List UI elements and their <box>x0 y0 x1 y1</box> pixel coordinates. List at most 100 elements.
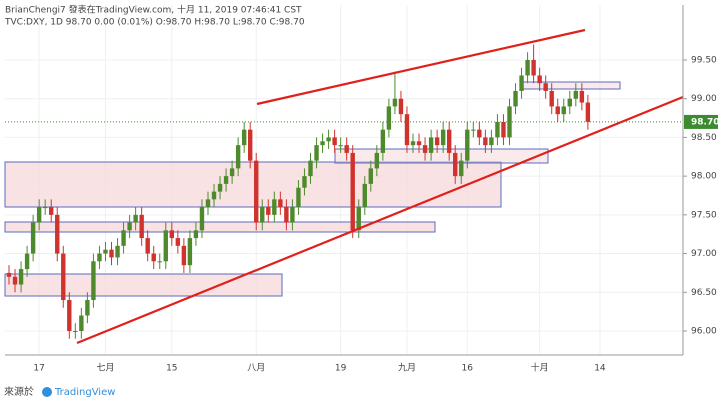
candle-body <box>67 300 72 331</box>
candle-body <box>362 183 367 208</box>
candle-body <box>356 207 361 231</box>
candle-body <box>404 114 410 146</box>
candle-body <box>422 145 428 153</box>
candle-body <box>139 214 144 239</box>
candle-body <box>229 168 235 177</box>
candle-body <box>217 183 223 192</box>
candle-body <box>290 207 295 223</box>
candle-body <box>410 141 416 146</box>
candle-body <box>585 102 591 122</box>
candle-body <box>187 238 193 266</box>
x-tick-label: 17 <box>33 364 44 374</box>
candle-body <box>344 145 349 153</box>
candle-body <box>489 137 494 146</box>
candle-body <box>79 315 84 331</box>
zone <box>519 81 621 90</box>
y-tick-label: 96.00 <box>691 326 717 336</box>
candle-body <box>308 160 313 177</box>
candle-body <box>91 261 96 301</box>
candle-body <box>465 129 470 161</box>
candle-body <box>133 214 138 223</box>
candle-body <box>260 207 265 223</box>
candle-body <box>30 222 36 254</box>
candle-body <box>392 98 398 107</box>
x-tick-label: 十月 <box>531 362 549 374</box>
candle-body <box>567 98 572 107</box>
candle-body <box>97 253 102 262</box>
trend-line <box>76 95 684 345</box>
candle-body <box>555 106 560 115</box>
candle-body <box>471 129 476 131</box>
candle-body <box>284 207 289 223</box>
candle-body <box>338 145 343 147</box>
candle-body <box>386 106 392 130</box>
candle-body <box>103 249 108 254</box>
candle-body <box>398 98 404 115</box>
x-tick-label: 15 <box>166 364 177 374</box>
candle-body <box>495 121 500 138</box>
candle-body <box>350 152 355 231</box>
candle-body <box>73 330 78 332</box>
candle-body <box>531 59 536 76</box>
candle-body <box>193 230 199 239</box>
candle-body <box>320 141 325 146</box>
candle-body <box>561 106 566 115</box>
candle-body <box>368 168 373 184</box>
candle-body <box>501 121 506 138</box>
candle-body <box>477 129 482 138</box>
x-tick-label: 七月 <box>96 363 114 374</box>
x-tick-label: 九月 <box>398 363 416 374</box>
candle-body <box>573 90 579 99</box>
candle-body <box>459 160 464 177</box>
trend-line <box>256 28 586 106</box>
y-tick-label: 99.00 <box>691 94 717 104</box>
candle-body <box>380 129 386 153</box>
candle-body <box>169 230 175 239</box>
candle-body <box>579 90 585 103</box>
x-tick-label: 16 <box>462 364 474 374</box>
candle-body <box>440 129 446 146</box>
chart-subtitle: TVC:DXY, 1D 98.70 0.00 (0.01%) O:98.70 H… <box>4 18 305 28</box>
candle-body <box>24 253 30 270</box>
candle-body <box>428 137 434 153</box>
x-tick-label: 14 <box>594 364 606 374</box>
candle-body <box>525 59 530 76</box>
zone <box>4 221 436 233</box>
candle-body <box>163 230 168 262</box>
brand: TradingView <box>54 387 115 398</box>
last-price-box <box>684 114 718 129</box>
x-tick-label: 八月 <box>247 363 265 374</box>
candle-body <box>513 90 518 107</box>
candle-body <box>109 249 114 258</box>
candle-body <box>326 137 331 142</box>
candle-body <box>537 75 542 84</box>
candle-body <box>6 272 12 277</box>
candle-body <box>302 176 307 188</box>
y-tick-label: 97.00 <box>691 249 717 259</box>
y-tick-label: 97.50 <box>691 210 717 220</box>
candle-body <box>543 83 548 91</box>
brand-logo <box>42 387 52 397</box>
x-tick-label: 19 <box>335 364 347 374</box>
candle-body <box>254 160 259 223</box>
chart-title: BrianChengi7 發表在TradingView.com, 十月 11, … <box>5 4 302 16</box>
candle-body <box>211 191 217 200</box>
source: 來源於 <box>4 385 34 398</box>
candle-body <box>446 129 452 153</box>
candle-body <box>416 141 422 146</box>
zone <box>334 148 549 164</box>
candle-body <box>49 207 54 215</box>
candle-body <box>296 187 301 208</box>
candle-body <box>248 129 253 161</box>
candle-body <box>434 137 440 146</box>
candle-body <box>85 300 90 316</box>
candle-body <box>266 207 271 215</box>
candle-body <box>272 199 277 215</box>
candle-body <box>36 207 42 223</box>
candle-body <box>181 245 187 266</box>
candle-body <box>314 145 319 161</box>
candle-body <box>121 230 126 246</box>
candle-body <box>483 137 488 146</box>
candle-body <box>175 238 181 246</box>
